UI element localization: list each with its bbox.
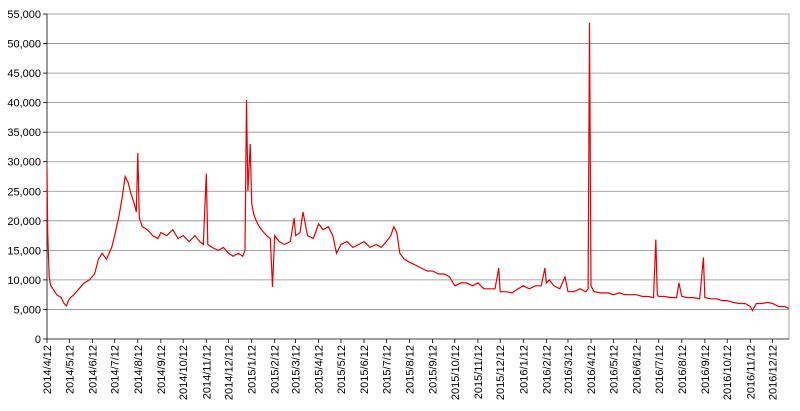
y-axis-ticks: 0 5,000 10,000 15,000 20,000 25,000 30,000 35,0…	[7, 9, 47, 346]
x-tick-label: 2016/2/12	[541, 345, 553, 394]
x-tick-label: 2015/4/12	[314, 345, 326, 394]
x-tick-label: 2015/1/12	[247, 345, 259, 394]
y-tick-label: 5,000	[13, 304, 41, 316]
x-tick-label: 2015/12/12	[495, 345, 507, 400]
y-tick-label: 40,000	[7, 98, 41, 110]
y-tick-label: 45,000	[7, 68, 41, 80]
y-tick-label: 20,000	[7, 216, 41, 228]
x-tick-label: 2015/5/12	[336, 345, 348, 394]
x-tick-label: 2014/8/12	[133, 345, 145, 394]
x-tick-label: 2016/8/12	[677, 345, 689, 394]
x-tick-label: 2014/9/12	[156, 345, 168, 394]
x-tick-label: 2016/11/12	[745, 345, 757, 399]
x-tick-label: 2015/2/12	[270, 345, 282, 394]
x-tick-label: 2016/9/12	[700, 345, 712, 394]
x-tick-label: 2016/4/12	[586, 345, 598, 394]
y-tick-label: 15,000	[7, 245, 41, 257]
x-tick-label: 2015/11/12	[473, 345, 485, 399]
x-tick-label: 2015/7/12	[381, 345, 393, 394]
y-tick-label: 35,000	[7, 127, 41, 139]
x-tick-label: 2015/10/12	[450, 345, 462, 400]
x-tick-label: 2016/10/12	[722, 345, 734, 400]
x-tick-label: 2016/6/12	[631, 345, 643, 394]
x-tick-label: 2015/3/12	[291, 345, 303, 394]
x-tick-label: 2016/1/12	[518, 345, 530, 394]
x-tick-label: 2016/7/12	[654, 345, 666, 394]
grid-lines	[47, 13, 789, 310]
y-tick-label: 30,000	[7, 157, 41, 169]
x-tick-label: 2014/7/12	[110, 345, 122, 394]
x-tick-label: 2014/5/12	[64, 345, 76, 394]
x-tick-label: 2016/12/12	[768, 345, 780, 400]
x-tick-label: 2014/6/12	[87, 345, 99, 394]
y-tick-label: 25,000	[7, 186, 41, 198]
y-tick-label: 55,000	[7, 9, 41, 21]
x-axis-ticks: 2014/4/12 2014/5/12 2014/6/12 2014/7/12 2014…	[42, 339, 780, 400]
x-tick-label: 2016/3/12	[563, 345, 575, 394]
x-tick-label: 2015/6/12	[359, 345, 371, 394]
x-tick-label: 2015/9/12	[428, 345, 440, 394]
x-tick-label: 2016/5/12	[608, 345, 620, 394]
y-tick-label: 0	[35, 334, 41, 346]
x-tick-label: 2014/12/12	[224, 345, 236, 400]
y-tick-label: 50,000	[7, 39, 41, 51]
series-line	[46, 22, 790, 312]
x-tick-label: 2014/11/12	[201, 345, 213, 399]
x-tick-label: 2014/4/12	[42, 345, 54, 394]
y-tick-label: 10,000	[7, 275, 41, 287]
x-tick-label: 2015/8/12	[404, 345, 416, 394]
x-tick-label: 2014/10/12	[178, 345, 190, 400]
